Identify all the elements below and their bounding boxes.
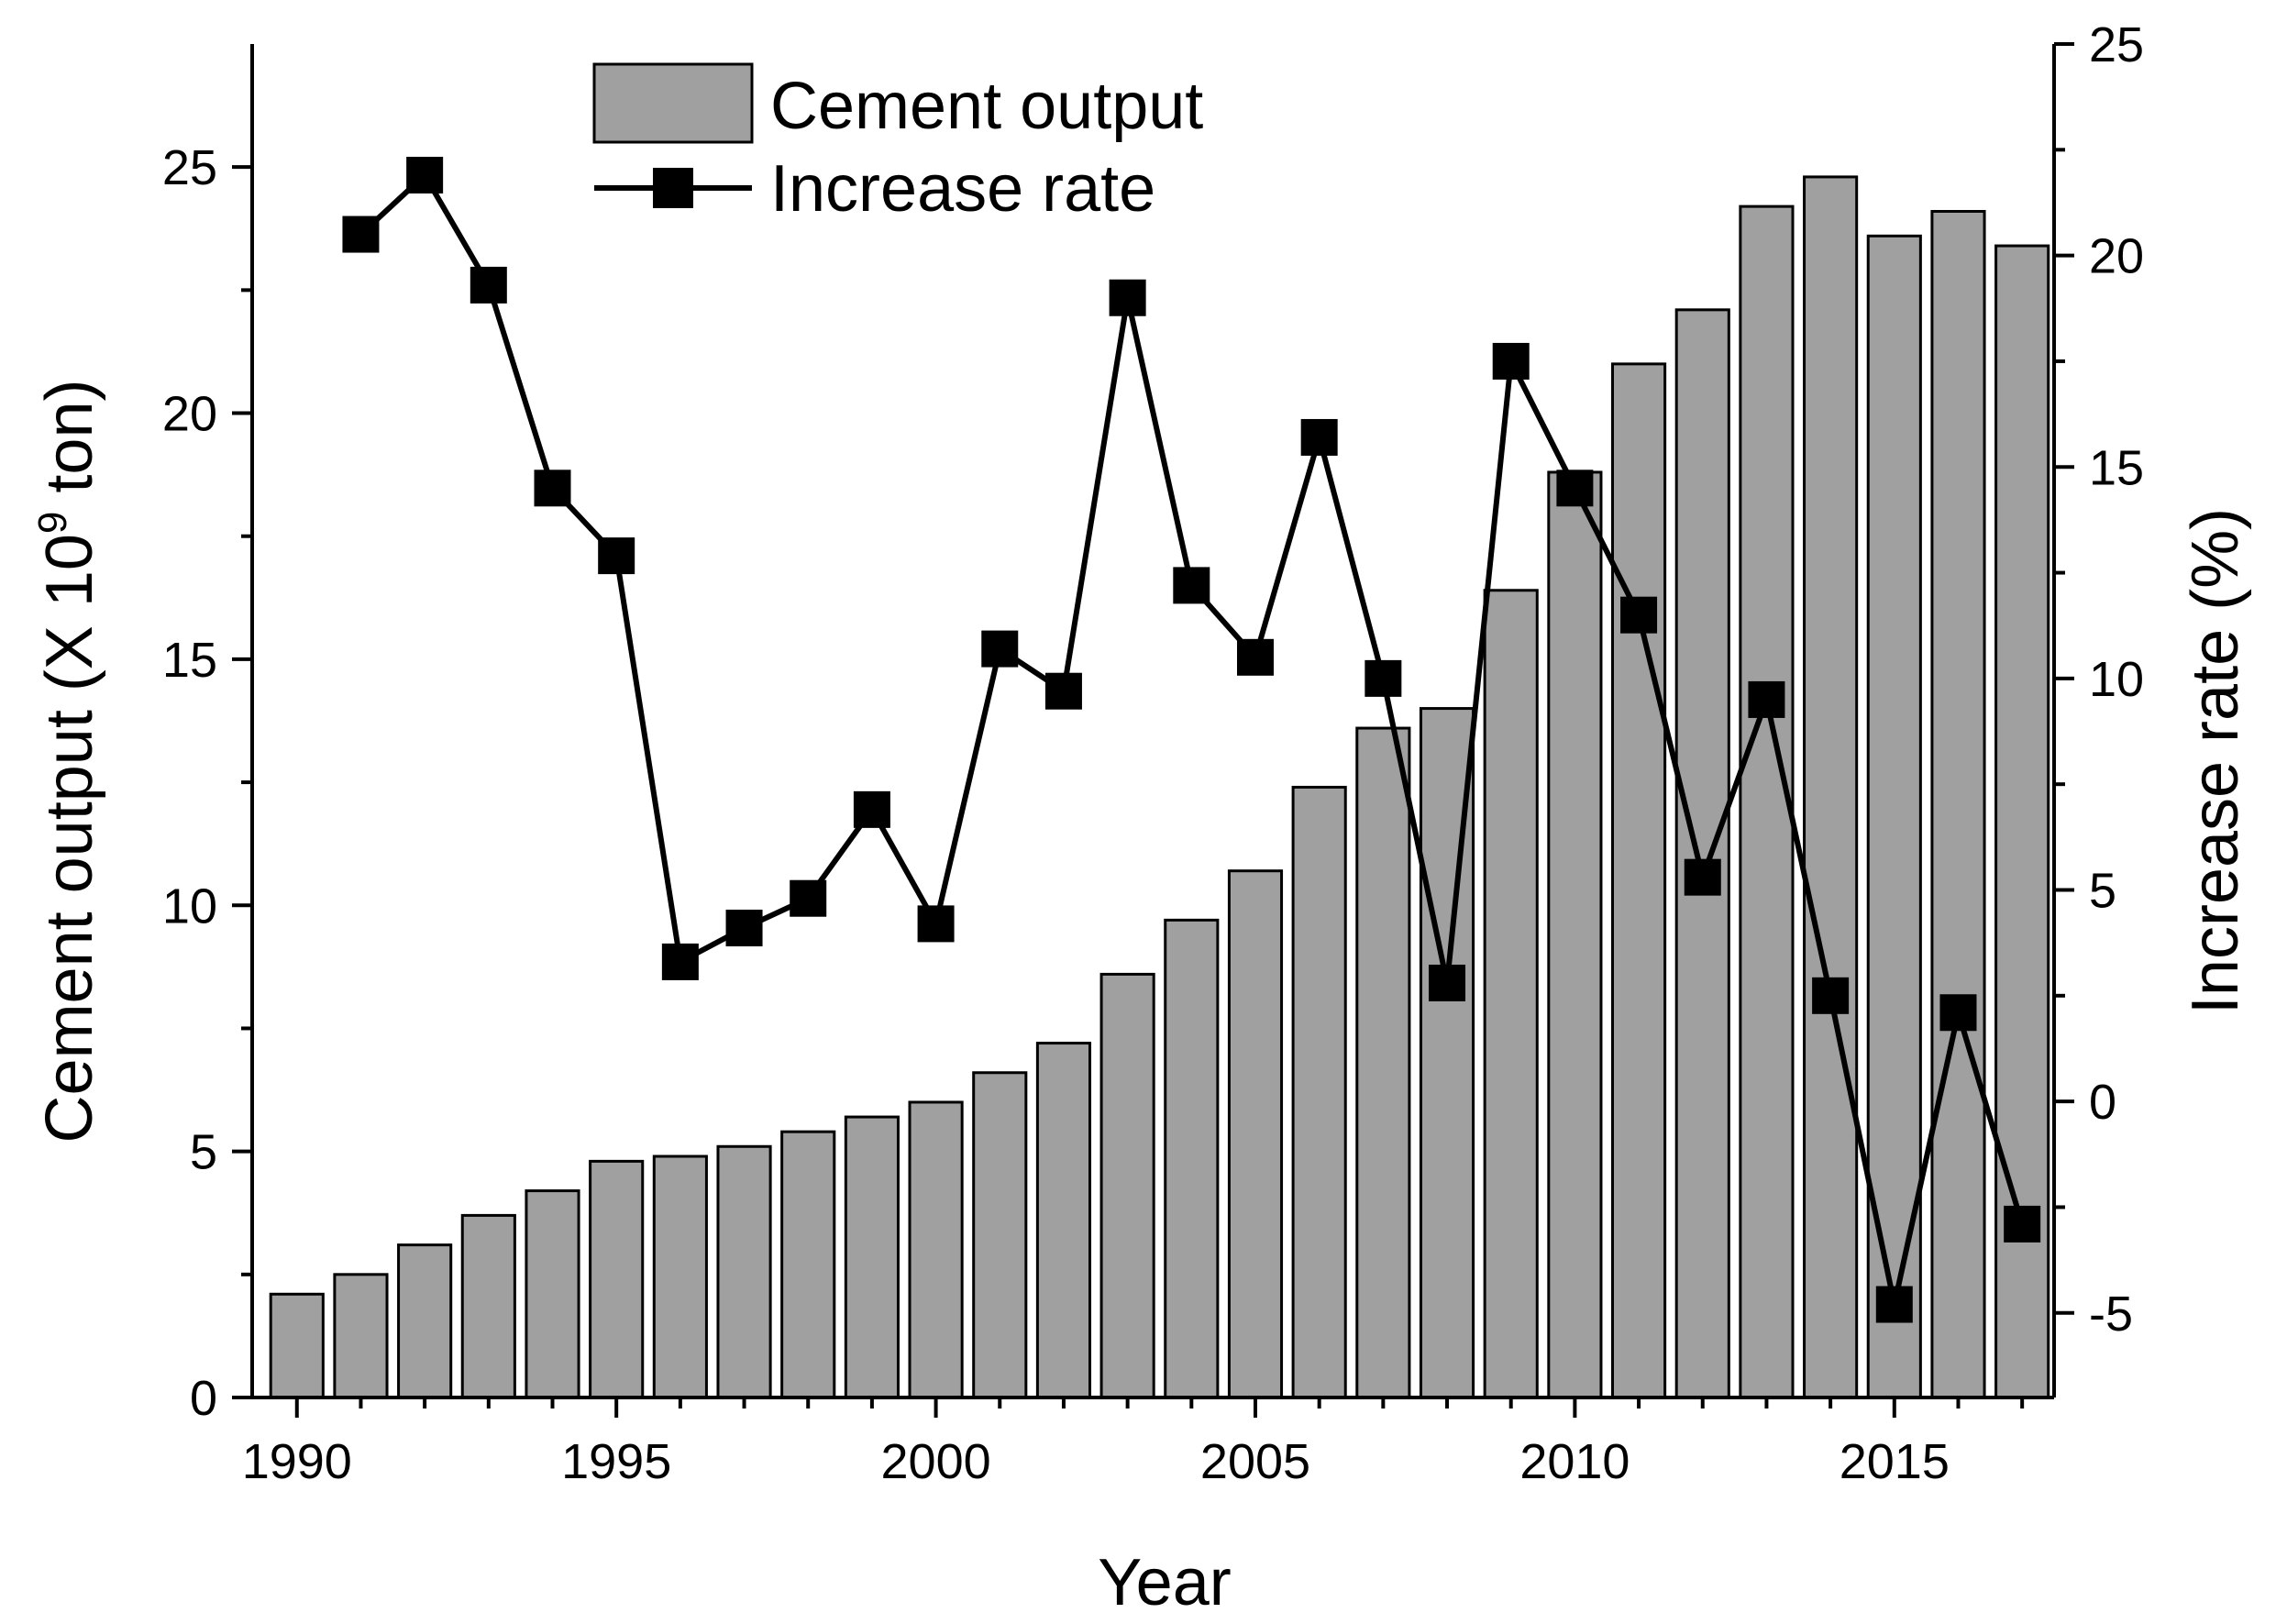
bar-cement-output-1993 bbox=[460, 1213, 516, 1399]
marker-increase-rate-2009 bbox=[1492, 342, 1530, 380]
marker-increase-rate-2014 bbox=[1812, 977, 1850, 1014]
bar-cement-output-1992 bbox=[397, 1243, 453, 1399]
bar-cement-output-2013 bbox=[1739, 204, 1795, 1399]
bar-cement-output-1997 bbox=[716, 1144, 772, 1399]
marker-increase-rate-2004 bbox=[1173, 567, 1210, 604]
legend-label-increase-rate: Increase rate bbox=[770, 152, 1155, 226]
bar-cement-output-2003 bbox=[1099, 972, 1155, 1399]
bar-cement-output-2000 bbox=[908, 1100, 964, 1399]
axes-layer: 1990 1995 2000 2005 2010 20150510152025-50510… bbox=[162, 17, 2144, 1489]
right-y-tick-label--5: -5 bbox=[2089, 1287, 2133, 1342]
bar-cement-output-2010 bbox=[1547, 470, 1603, 1399]
marker-increase-rate-2007 bbox=[1364, 659, 1402, 697]
bar-cement-output-1995 bbox=[589, 1159, 645, 1399]
line-layer bbox=[342, 156, 2041, 1323]
bar-cement-output-2009 bbox=[1483, 589, 1539, 1399]
x-tick-label-2015: 2015 bbox=[1840, 1434, 1950, 1489]
left-y-tick-label-0: 0 bbox=[190, 1371, 217, 1426]
x-tick-label-1995: 1995 bbox=[561, 1434, 671, 1489]
legend-swatch-cement-output bbox=[592, 62, 754, 144]
bar-cement-output-1994 bbox=[525, 1189, 580, 1399]
marker-increase-rate-1999 bbox=[853, 790, 890, 828]
marker-increase-rate-1992 bbox=[406, 156, 444, 193]
bar-cement-output-1990 bbox=[269, 1292, 325, 1399]
left-y-tick-label-5: 5 bbox=[190, 1125, 217, 1180]
bar-cement-output-2001 bbox=[972, 1071, 1028, 1399]
bar-cement-output-1998 bbox=[780, 1130, 836, 1399]
legend-label-cement-output: Cement output bbox=[770, 70, 1203, 143]
marker-increase-rate-1995 bbox=[598, 537, 635, 575]
left-y-axis-title-suffix: ton) bbox=[33, 380, 106, 512]
left-y-tick-label-15: 15 bbox=[162, 633, 217, 688]
x-axis-title: Year bbox=[1098, 1546, 1231, 1619]
legend-swatch-marker-increase-rate bbox=[653, 168, 693, 208]
right-y-axis-title: Increase rate (%) bbox=[2179, 508, 2252, 1014]
marker-increase-rate-2011 bbox=[1620, 596, 1658, 634]
right-y-tick-label-20: 20 bbox=[2089, 229, 2144, 284]
x-tick-label-2010: 2010 bbox=[1519, 1434, 1630, 1489]
marker-increase-rate-1997 bbox=[725, 910, 763, 947]
left-y-tick-label-25: 25 bbox=[162, 140, 217, 195]
legend: Cement output Increase rate bbox=[592, 62, 1203, 226]
right-y-tick-label-10: 10 bbox=[2089, 652, 2144, 707]
marker-increase-rate-2003 bbox=[1109, 279, 1146, 316]
right-y-tick-label-5: 5 bbox=[2089, 864, 2116, 919]
marker-increase-rate-2008 bbox=[1429, 964, 1466, 1001]
marker-increase-rate-2001 bbox=[981, 630, 1019, 668]
bar-cement-output-2005 bbox=[1227, 869, 1284, 1399]
left-y-tick-label-10: 10 bbox=[162, 878, 217, 934]
right-y-tick-label-15: 15 bbox=[2089, 440, 2144, 495]
left-y-axis-title-exponent: 9 bbox=[30, 512, 75, 534]
left-y-tick-label-20: 20 bbox=[162, 387, 217, 442]
marker-increase-rate-1994 bbox=[534, 470, 571, 507]
marker-increase-rate-2000 bbox=[917, 905, 955, 943]
bars-layer bbox=[269, 175, 2050, 1399]
marker-increase-rate-2016 bbox=[1939, 994, 1977, 1032]
right-y-tick-label-0: 0 bbox=[2089, 1075, 2116, 1130]
bar-cement-output-2012 bbox=[1674, 308, 1730, 1399]
bar-cement-output-2014 bbox=[1803, 175, 1859, 1399]
x-tick-label-2005: 2005 bbox=[1200, 1434, 1310, 1489]
left-y-axis-title: Cement output (X 109 ton) bbox=[30, 380, 106, 1143]
marker-increase-rate-2006 bbox=[1300, 418, 1338, 456]
bar-cement-output-2006 bbox=[1291, 785, 1347, 1399]
marker-increase-rate-2013 bbox=[1748, 680, 1785, 718]
marker-increase-rate-1996 bbox=[661, 943, 699, 980]
bar-cement-output-2015 bbox=[1866, 234, 1922, 1399]
marker-increase-rate-1991 bbox=[342, 215, 380, 253]
marker-increase-rate-1993 bbox=[470, 266, 507, 304]
bar-cement-output-2002 bbox=[1035, 1042, 1092, 1399]
bar-cement-output-1999 bbox=[844, 1115, 900, 1399]
bar-cement-output-1991 bbox=[333, 1273, 389, 1399]
x-tick-label-1990: 1990 bbox=[242, 1434, 352, 1489]
marker-increase-rate-2010 bbox=[1556, 470, 1594, 507]
x-tick-label-2000: 2000 bbox=[881, 1434, 991, 1489]
marker-increase-rate-2005 bbox=[1236, 638, 1274, 676]
left-y-axis-title-main: Cement output (X 10 bbox=[33, 534, 106, 1143]
bar-cement-output-2011 bbox=[1611, 362, 1667, 1399]
marker-increase-rate-2017 bbox=[2004, 1205, 2041, 1243]
marker-increase-rate-2012 bbox=[1684, 858, 1721, 896]
bar-cement-output-2016 bbox=[1930, 209, 1986, 1399]
bar-cement-output-2004 bbox=[1164, 918, 1220, 1399]
marker-increase-rate-1998 bbox=[790, 879, 827, 917]
marker-increase-rate-2015 bbox=[1875, 1286, 1913, 1323]
bar-cement-output-2007 bbox=[1355, 726, 1411, 1399]
right-y-tick-label-25: 25 bbox=[2089, 17, 2144, 72]
marker-increase-rate-2002 bbox=[1044, 672, 1082, 710]
bar-cement-output-1996 bbox=[652, 1154, 708, 1399]
